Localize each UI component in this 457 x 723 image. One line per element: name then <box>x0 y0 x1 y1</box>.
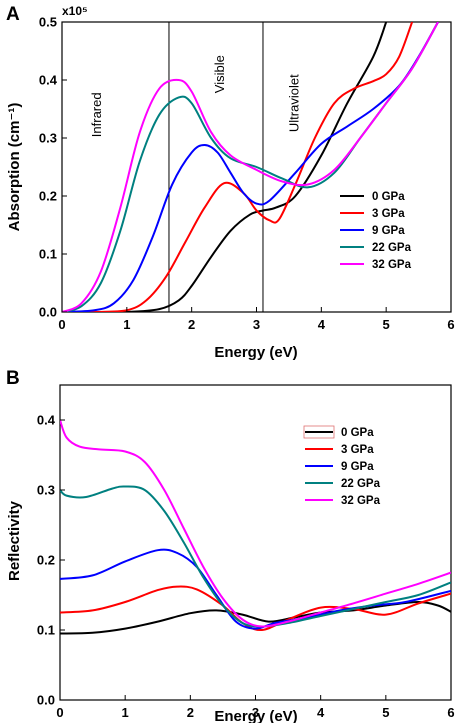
legend-label: 32 GPa <box>341 495 381 507</box>
legend-highlight-box <box>303 425 335 439</box>
x-tick-label: 0 <box>56 705 63 720</box>
panel-a-label: A <box>6 4 20 25</box>
region-dividers <box>168 22 264 312</box>
plot-frame-b <box>59 384 452 701</box>
x-tick-label: 1 <box>123 317 130 332</box>
legend-label: 9 GPa <box>341 461 374 473</box>
x-tick-label: 2 <box>188 317 195 332</box>
legend-label: 3 GPa <box>372 208 405 220</box>
absorption-curves <box>62 22 439 312</box>
series-line-0-gpa <box>62 22 388 312</box>
legend-label: 22 GPa <box>372 242 412 254</box>
x-axis-title-b: Energy (eV) <box>214 708 297 723</box>
y-tick-label: 0.2 <box>39 189 57 204</box>
legend-label: 9 GPa <box>372 225 405 237</box>
legend-label: 3 GPa <box>341 444 374 456</box>
x-tick-label: 3 <box>253 317 260 332</box>
y-tick-label: 0.0 <box>39 305 57 320</box>
y-tick-label: 0.3 <box>39 131 57 146</box>
x-tick-label: 5 <box>383 317 390 332</box>
series-line-32-gpa <box>60 419 451 628</box>
x-tick-label: 4 <box>318 317 326 332</box>
y-scale-multiplier: x10⁵ <box>62 4 88 18</box>
y-tick-label: 0.3 <box>37 483 55 498</box>
y-tick-label: 0.0 <box>37 693 55 708</box>
series-line-32-gpa <box>62 22 439 312</box>
x-tick-label: 4 <box>317 705 325 720</box>
region-label: Visible <box>212 55 227 93</box>
x-tick-label: 3 <box>252 705 259 720</box>
reflectivity-chart: B 0 1 2 3 4 5 6 0.0 0.1 0.2 0.3 0.4 0 GPa 3 GPa 9 GP… <box>6 368 455 723</box>
x-tick-label: 2 <box>187 705 194 720</box>
x-tick-label: 0 <box>58 317 65 332</box>
x-tick-label: 1 <box>122 705 129 720</box>
panel-b-label: B <box>6 368 20 389</box>
series-line-3-gpa <box>62 22 414 312</box>
y-axis-ticks-b: 0.0 0.1 0.2 0.3 0.4 <box>37 413 65 708</box>
x-tick-label: 6 <box>447 705 454 720</box>
x-axis-ticks-a: 0 1 2 3 4 5 6 <box>58 307 455 332</box>
legend-b: 0 GPa 3 GPa 9 GPa 22 GPa 32 GPa <box>303 425 381 507</box>
series-line-22-gpa <box>60 485 451 628</box>
legend-label: 32 GPa <box>372 259 412 271</box>
y-axis-title-b: Reflectivity <box>6 500 23 581</box>
x-tick-label: 6 <box>447 317 454 332</box>
y-tick-label: 0.2 <box>37 553 55 568</box>
x-axis-title-a: Energy (eV) <box>214 344 297 361</box>
x-tick-label: 5 <box>382 705 389 720</box>
legend-a: 0 GPa 3 GPa 9 GPa 22 GPa 32 GPa <box>340 191 412 271</box>
reflectivity-curves <box>60 419 451 635</box>
y-axis-ticks-a: 0.0 0.1 0.2 0.3 0.4 0.5 <box>39 15 67 320</box>
legend-label: 0 GPa <box>341 427 374 439</box>
y-tick-label: 0.4 <box>37 413 56 428</box>
series-line-0-gpa <box>60 601 451 635</box>
legend-label: 22 GPa <box>341 478 381 490</box>
y-tick-label: 0.5 <box>39 15 57 30</box>
x-axis-ticks-b: 0 1 2 3 4 5 6 <box>56 695 455 720</box>
series-line-3-gpa <box>60 585 451 632</box>
y-tick-label: 0.4 <box>39 73 58 88</box>
y-tick-label: 0.1 <box>37 623 55 638</box>
y-axis-title-a: Absorption (cm⁻¹) <box>6 103 23 232</box>
y-tick-label: 0.1 <box>39 247 57 262</box>
region-labels: Infrared Visible Ultraviolet <box>89 55 302 137</box>
series-line-9-gpa <box>62 22 439 312</box>
region-label: Ultraviolet <box>287 74 302 132</box>
region-label: Infrared <box>89 92 104 137</box>
absorption-chart: A x10⁵ 0 1 2 3 4 5 6 0.0 0.1 0.2 0.3 0.4 0.5 Infrar… <box>6 4 455 361</box>
legend-label: 0 GPa <box>372 191 405 203</box>
series-line-9-gpa <box>60 548 451 630</box>
